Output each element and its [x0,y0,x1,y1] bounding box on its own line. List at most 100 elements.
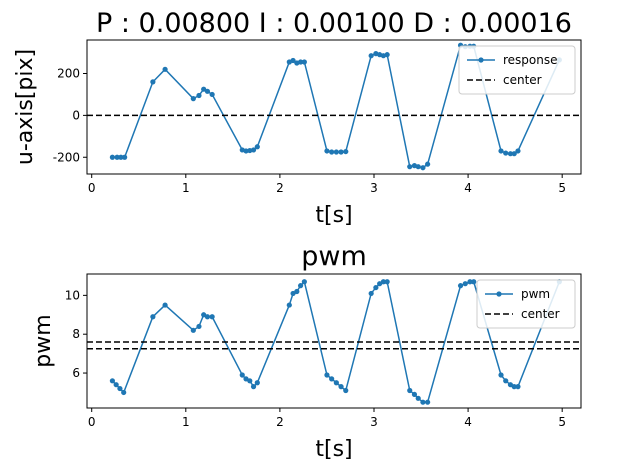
legend-box [476,279,576,329]
x-axis-label: t[s] [315,437,352,462]
series-pwm-point [333,380,339,386]
series-response-point [420,165,426,171]
chart-title: P : 0.00800 I : 0.00100 D : 0.00016 [96,8,572,39]
series-pwm-point [368,290,374,297]
series-pwm-point [407,387,413,394]
y-tick-label: 0 [72,108,80,122]
series-pwm-point [150,314,156,320]
y-tick-label: 6 [72,366,80,380]
series-response-point [196,92,202,99]
series-pwm-point [301,279,307,285]
x-tick-label: 0 [88,415,96,429]
x-tick-label: 2 [276,181,284,195]
legend-response-marker [478,57,484,63]
series-pwm-point [254,380,260,386]
series-response-point [162,66,168,72]
series-pwm-point [425,399,431,405]
x-tick-label: 2 [276,415,284,429]
series-response-point [407,164,413,170]
series-pwm-point [515,384,521,390]
series-response-point [122,154,128,160]
series-response-point [290,57,296,64]
series-response-point [515,148,521,154]
series-pwm-point [196,323,202,330]
series-pwm-point [162,302,168,308]
plot-area [87,279,581,405]
series-response-point [503,150,509,156]
series-pwm-point [190,327,196,333]
y-tick-label: 8 [72,327,80,341]
series-response-point [511,151,517,157]
x-tick-label: 0 [88,181,96,195]
plot-frame [86,39,582,175]
chart-title: pwm [301,241,367,272]
y-tick-label: 200 [57,67,80,81]
series-pwm-point [511,384,517,390]
series-response-point [254,144,260,150]
legend-response-label: response [503,53,558,67]
x-tick-label: 5 [558,415,566,429]
chart-2: pwm 0 1 2 3 4 5 6 8 10 t[s] pwm pwm center [31,241,582,462]
series-pwm-point [471,279,477,285]
series-pwm-point [121,389,127,396]
legend-box [458,45,576,95]
x-tick-label: 5 [558,181,566,195]
legend-pwm-marker [496,291,502,297]
series-pwm-point [503,378,509,384]
series-pwm-point [324,372,330,378]
series-pwm-point [457,283,464,289]
x-axis-label: t[s] [315,203,352,228]
legend: pwm center [476,279,576,329]
series-pwm-point [467,279,473,285]
legend-pwm-label: pwm [521,287,550,301]
series-response-point [324,148,330,154]
legend: response center [458,45,576,95]
series-pwm-point [117,385,123,392]
series-response-point [507,151,514,157]
y-tick-label: 10 [65,288,80,302]
legend-center-label: center [503,73,542,87]
series-response-point [343,148,349,155]
series-response-point [250,147,257,153]
series-response-point [333,149,339,155]
series-response-point [114,154,120,160]
series-pwm-point [411,391,418,398]
series-pwm-point [380,279,386,285]
series-pwm-point [343,387,349,394]
series-pwm-point [286,302,292,308]
series-pwm-point [420,399,426,405]
x-tick-label: 4 [464,181,472,195]
series-pwm-point [329,376,335,382]
x-tick-label: 1 [182,415,190,429]
series-pwm-point [297,283,304,289]
x-tick-label: 4 [464,415,472,429]
series-response-point [209,91,215,98]
series-response-point [109,154,116,160]
y-axis-label: u-axis[pix] [13,49,38,165]
series-pwm-point [204,314,211,320]
series-response-point [301,59,307,65]
series-response-point [415,164,421,170]
x-tick-label: 1 [182,181,190,195]
series-response-point [329,149,335,155]
x-tick-label: 3 [370,415,378,429]
series-response-point [498,148,504,154]
y-tick-label: -200 [53,150,80,164]
series-pwm-point [384,279,390,285]
series-response-point [297,59,304,65]
series-pwm-point [498,372,504,378]
series-pwm-point [209,314,215,320]
series-response-point [150,79,156,85]
series-response-point [384,52,390,58]
x-tick-label: 3 [370,181,378,195]
series-response-point [425,161,431,167]
series-response-point [190,96,196,102]
series-pwm-point [415,395,421,401]
y-axis-label: pwm [31,314,56,367]
series-pwm-point [373,284,379,291]
series-response-point [368,53,374,59]
series-pwm-point [250,384,257,390]
series-response-point [118,154,124,160]
chart-1: P : 0.00800 I : 0.00100 D : 0.00016 0 1 2 3 4… [13,8,582,228]
